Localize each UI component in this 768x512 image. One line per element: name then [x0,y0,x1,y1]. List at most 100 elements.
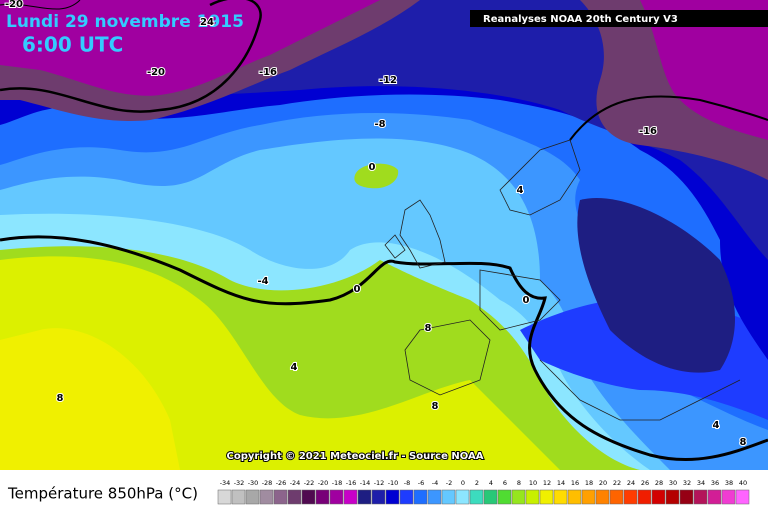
contour-labels: -20 24 -20 -16 -12 -8 -16 0 4 -4 0 0 8 4 8 8 4 8 [4,0,748,449]
contour-label: 8 [57,393,64,404]
legend-swatch [329,489,344,505]
legend-tick-label: -16 [346,479,357,487]
legend-tick-label: 36 [711,479,719,487]
legend-swatch [553,489,568,505]
legend-tick-label: -30 [248,479,259,487]
legend-swatch [273,489,288,505]
legend-swatch [357,489,372,505]
legend-tick-label: -10 [388,479,399,487]
legend-swatch [679,489,694,505]
legend-title: Température 850hPa (°C) [7,485,198,503]
legend-swatch [455,489,470,505]
legend-tick-label: 28 [655,479,663,487]
contour-label: 24 [200,17,214,28]
legend-tick-label: -26 [276,479,287,487]
legend-tick-label: 30 [669,479,677,487]
legend-tick-label: 2 [475,479,479,487]
contour-label: -12 [379,75,397,86]
contour-label: -16 [639,126,657,137]
legend-swatch [231,489,246,505]
legend-tick-label: 38 [725,479,733,487]
legend-swatch [385,489,400,505]
contour-label: 4 [517,185,524,196]
legend-tick-label: -20 [318,479,329,487]
legend-swatch [665,489,680,505]
contour-label: 8 [425,323,432,334]
contour-label: 0 [369,162,376,173]
legend-swatch [287,489,302,505]
legend-swatch [651,489,666,505]
legend-tick-label: 6 [503,479,507,487]
legend-swatch [637,489,652,505]
legend-tick-label: 32 [683,479,691,487]
legend-swatch [567,489,582,505]
legend-tick-label: 20 [599,479,607,487]
contour-label: -4 [257,276,268,287]
contour-label: -16 [259,67,277,78]
contour-label: -8 [374,119,385,130]
legend-tick-label: 16 [571,479,579,487]
legend-swatch [483,489,498,505]
contour-label: 4 [291,362,298,373]
map-time: 6:00 UTC [22,33,123,57]
legend-swatch [693,489,708,505]
contour-label: 8 [740,437,747,448]
legend-tick-label: -14 [360,479,371,487]
source-label: Reanalyses NOAA 20th Century V3 [483,14,678,25]
legend-swatch [245,489,260,505]
legend-tick-label: -12 [374,479,385,487]
legend-swatch [259,489,274,505]
contour-label: 8 [432,401,439,412]
legend-swatch [511,489,526,505]
legend-tick-label: 26 [641,479,649,487]
legend-tick-label: 0 [461,479,465,487]
legend-swatch [623,489,638,505]
legend-swatch [721,489,736,505]
legend-tick-label: 18 [585,479,593,487]
legend-tick-label: -32 [234,479,245,487]
contour-label: 4 [713,420,720,431]
legend-tick-label: 4 [489,479,493,487]
legend: -34 -32 -30 -28 -26 -24 -22 -20 -18 -16 -14 -12 -10-… [217,479,750,505]
legend-swatch [441,489,456,505]
legend-tick-label: 24 [627,479,635,487]
contours [0,0,768,462]
legend-swatch [399,489,414,505]
contour-label: -20 [147,67,165,78]
legend-tick-label: 8 [517,479,521,487]
legend-swatch [707,489,722,505]
legend-tick-label: -24 [290,479,301,487]
legend-swatch [371,489,386,505]
source-box [470,10,768,27]
legend-swatch [413,489,428,505]
legend-swatch [469,489,484,505]
legend-swatch [315,489,330,505]
contour-label: 0 [523,295,530,306]
legend-tick-label: -4 [432,479,438,487]
legend-swatch [301,489,316,505]
legend-tick-label: 34 [697,479,705,487]
legend-swatch [427,489,442,505]
legend-swatch [609,489,624,505]
legend-tick-label: 40 [739,479,747,487]
legend-tick-label: -18 [332,479,343,487]
legend-swatch [735,489,750,505]
legend-swatch [525,489,540,505]
copyright: Copyright © 2021 Meteociel.fr - Source N… [227,451,484,462]
legend-tick-label: -2 [446,479,452,487]
legend-tick-label: -22 [304,479,315,487]
legend-swatch [539,489,554,505]
legend-swatch [343,489,358,505]
legend-swatch [217,489,232,505]
legend-tick-label: 22 [613,479,621,487]
legend-tick-label: 10 [529,479,537,487]
legend-swatch [595,489,610,505]
map-title: Lundi 29 novembre 1915 [6,12,244,32]
legend-tick-label: -34 [220,479,231,487]
legend-swatch [497,489,512,505]
legend-tick-label: -8 [404,479,410,487]
legend-tick-label: 14 [557,479,565,487]
temperature-field [0,0,768,470]
contour-label: 0 [354,284,361,295]
